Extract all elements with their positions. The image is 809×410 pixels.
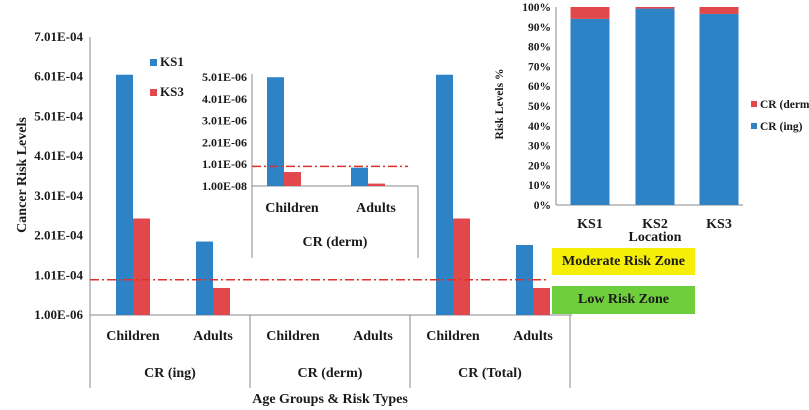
main-x-axis-label: Age Groups & Risk Types [252,392,408,407]
stacked-y-tick: 10% [528,180,551,192]
stacked-bars [570,7,739,206]
legend-ks1-label: KS1 [160,54,184,69]
stacked-y-tick: 40% [528,121,551,133]
main-group-labels: CR (ing) CR (derm) CR (Total) [144,366,522,381]
main-y-tick: 3.01E-04 [34,188,83,203]
stacked-chart: Risk Levels % 0% 10% 20% 30% 40% 50% 60% 70% 80%… [488,0,809,245]
stacked-bar-ks3-crderm [699,7,739,14]
legend-cring-label: CR (ing) [760,121,803,133]
main-bars [116,74,550,315]
inset-bar-ks3-adults [368,183,385,186]
inset-category-label: Children [265,201,319,216]
main-y-tick: 7.01E-04 [34,29,83,44]
inset-bars [267,77,385,186]
legend-ks1-swatch [150,59,157,66]
inset-y-tick: 3.01E-06 [202,114,247,128]
stacked-y-tick: 100% [522,2,551,14]
inset-y-ticks: 1.00E-08 1.01E-06 2.01E-06 3.01E-06 4.01E-06… [202,70,247,193]
low-risk-zone-label: Low Risk Zone [552,286,695,314]
inset-bar-ks1-children [267,77,284,186]
main-y-tick: 2.01E-04 [34,228,83,243]
stacked-category-label: KS1 [577,217,603,232]
group-label: CR (ing) [144,366,196,381]
bar-ks1-adults [196,241,213,315]
bar-ks3-adults [213,287,230,315]
stacked-legend: CR (derm) CR (ing) [751,99,809,133]
main-y-ticks: 1.00E-06 1.01E-04 2.01E-04 3.01E-04 4.01E-04… [34,29,83,322]
stacked-y-axis-label: Risk Levels % [494,69,506,140]
bar-ks1-children [116,74,133,315]
stacked-category-label: KS2 [642,217,668,232]
group-label: CR (derm) [298,366,363,381]
inset-bar-ks3-children [284,172,301,186]
main-category-labels: Children Adults Children Adults Children Adul… [106,329,553,344]
stacked-category-label: KS3 [706,217,732,232]
main-y-tick: 5.01E-04 [34,108,83,123]
stacked-y-tick: 70% [528,61,551,73]
stacked-bar-ks1-cring [570,18,610,205]
main-group-dividers [249,315,571,388]
main-y-tick: 4.01E-04 [34,148,83,163]
inset-y-tick: 1.01E-06 [202,157,247,171]
main-y-axis-label: Cancer Risk Levels [15,117,30,233]
inset-category-label: Adults [356,201,396,216]
stacked-x-axis-label: Location [629,230,682,245]
inset-y-tick: 5.01E-06 [202,70,247,84]
legend-crderm-swatch [751,101,757,107]
bar-ks1-adults [516,241,533,315]
category-label: Adults [513,329,553,344]
stacked-bar-ks3-cring [699,13,739,206]
stacked-bar-ks1-crderm [570,7,610,19]
category-label: Adults [193,329,233,344]
stacked-y-tick: 90% [528,22,551,34]
inset-x-axis-label: CR (derm) [303,235,368,250]
inset-bar-ks1-adults [351,167,368,186]
stacked-bar-ks2-crderm [635,7,675,9]
bar-ks3-adults [533,287,550,315]
category-label: Children [266,329,320,344]
moderate-risk-zone-label: Moderate Risk Zone [552,248,695,275]
legend-ks3-swatch [150,89,157,96]
inset-category-labels: Children Adults [265,201,396,216]
inset-y-tick: 1.00E-08 [202,179,247,193]
main-y-tick: 1.01E-04 [34,267,83,282]
stacked-category-labels: KS1 KS2 KS3 [577,217,732,232]
main-y-tick: 6.01E-04 [34,69,83,84]
stacked-y-ticks: 0% 10% 20% 30% 40% 50% 60% 70% 80% 90% 100% [522,2,551,212]
stacked-y-tick: 30% [528,141,551,153]
stacked-y-tick: 20% [528,160,551,172]
inset-y-tick: 4.01E-06 [202,92,247,106]
legend-ks3-label: KS3 [160,84,184,99]
stacked-y-tick: 80% [528,42,551,54]
stacked-y-tick: 50% [528,101,551,113]
bar-ks3-children [453,218,470,315]
legend-crderm-label: CR (derm) [760,99,809,111]
inset-y-tick: 2.01E-06 [202,135,247,149]
main-y-tick: 1.00E-06 [34,307,83,322]
category-label: Children [106,329,160,344]
category-label: Children [426,329,480,344]
inset-chart: 1.00E-08 1.01E-06 2.01E-06 3.01E-06 4.01E-06… [202,68,423,258]
bar-ks3-children [133,218,150,315]
category-label: Adults [353,329,393,344]
group-label: CR (Total) [458,366,522,381]
main-chart: Cancer Risk Levels 1.00E-06 1.01E-04 2.01E… [15,29,572,407]
main-legend: KS1 KS3 [150,54,184,99]
stacked-bar-ks2-cring [635,8,675,205]
stacked-y-tick: 0% [534,200,551,212]
stacked-y-tick: 60% [528,81,551,93]
legend-crint-swatch [751,123,757,129]
bar-ks1-children [436,74,453,315]
